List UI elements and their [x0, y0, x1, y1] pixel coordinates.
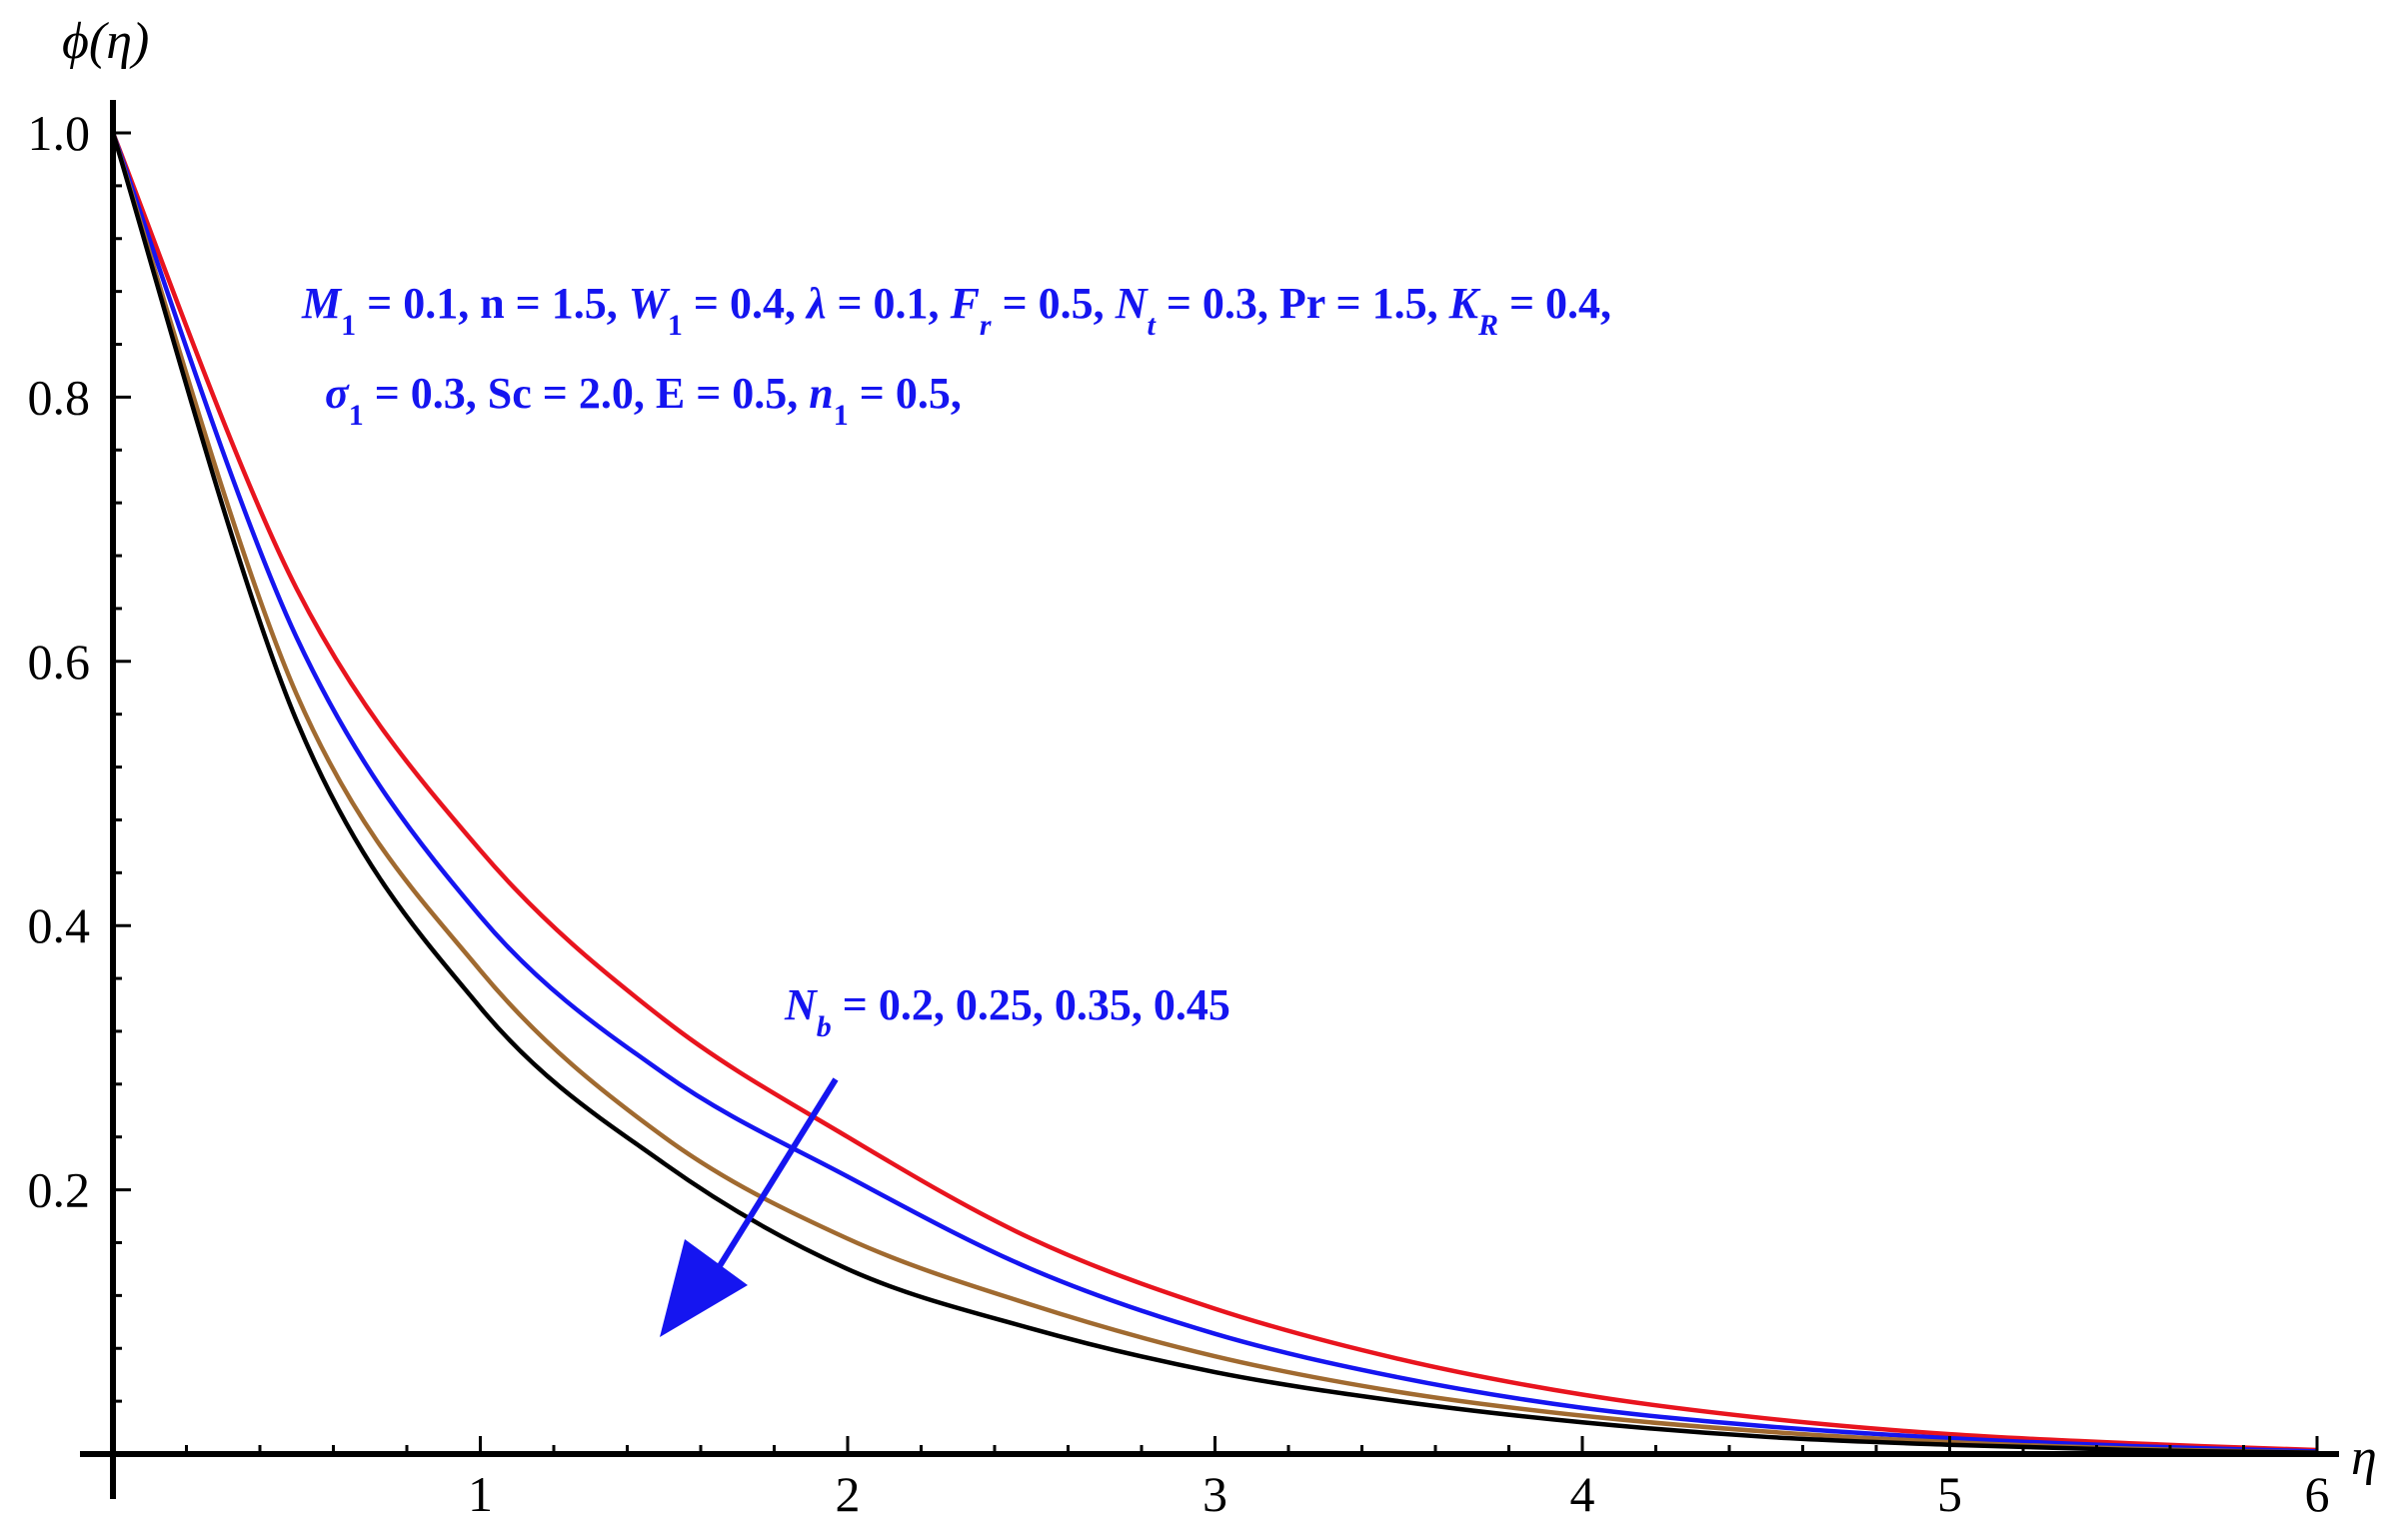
y-tick-label: 0.6 [28, 634, 91, 690]
x-tick-label: 5 [1937, 1466, 1962, 1522]
y-tick-label: 0.2 [28, 1162, 91, 1218]
arrow-head [660, 1239, 748, 1337]
nb-annotation: Nb = 0.2, 0.25, 0.35, 0.45 [784, 980, 1230, 1043]
series-line-3 [110, 132, 2318, 1455]
x-tick-label: 3 [1203, 1466, 1227, 1522]
x-tick-label: 6 [2305, 1466, 2330, 1522]
series-layer [110, 132, 2318, 1455]
arrow-shaft [715, 1077, 839, 1271]
y-tick-label: 0.4 [28, 897, 91, 953]
series-line-4 [110, 132, 2318, 1455]
x-tick-label: 1 [468, 1466, 493, 1522]
ticks: 1 2 3 4 5 6 0.2 0.4 0.6 0.8 1.0 [28, 105, 2330, 1522]
params-annotation-line2: σ1 = 0.3, Sc = 2.0, E = 0.5, n1 = 0.5, [325, 369, 962, 432]
y-tick-label: 0.8 [28, 369, 91, 425]
y-tick-label: 1.0 [28, 105, 91, 161]
x-tick-label: 4 [1570, 1466, 1595, 1522]
x-tick-label: 2 [836, 1466, 861, 1522]
axes [80, 100, 2339, 1499]
x-axis-title: η [2351, 1429, 2377, 1486]
series-line-2 [110, 132, 2318, 1454]
nb-arrow [660, 1077, 839, 1337]
y-axis-title: ϕ(η) [62, 13, 149, 70]
series-line-1 [110, 132, 2318, 1453]
params-annotation-line1: M1 = 0.1, n = 1.5, W1 = 0.4, λ = 0.1, Fr… [301, 279, 1611, 342]
